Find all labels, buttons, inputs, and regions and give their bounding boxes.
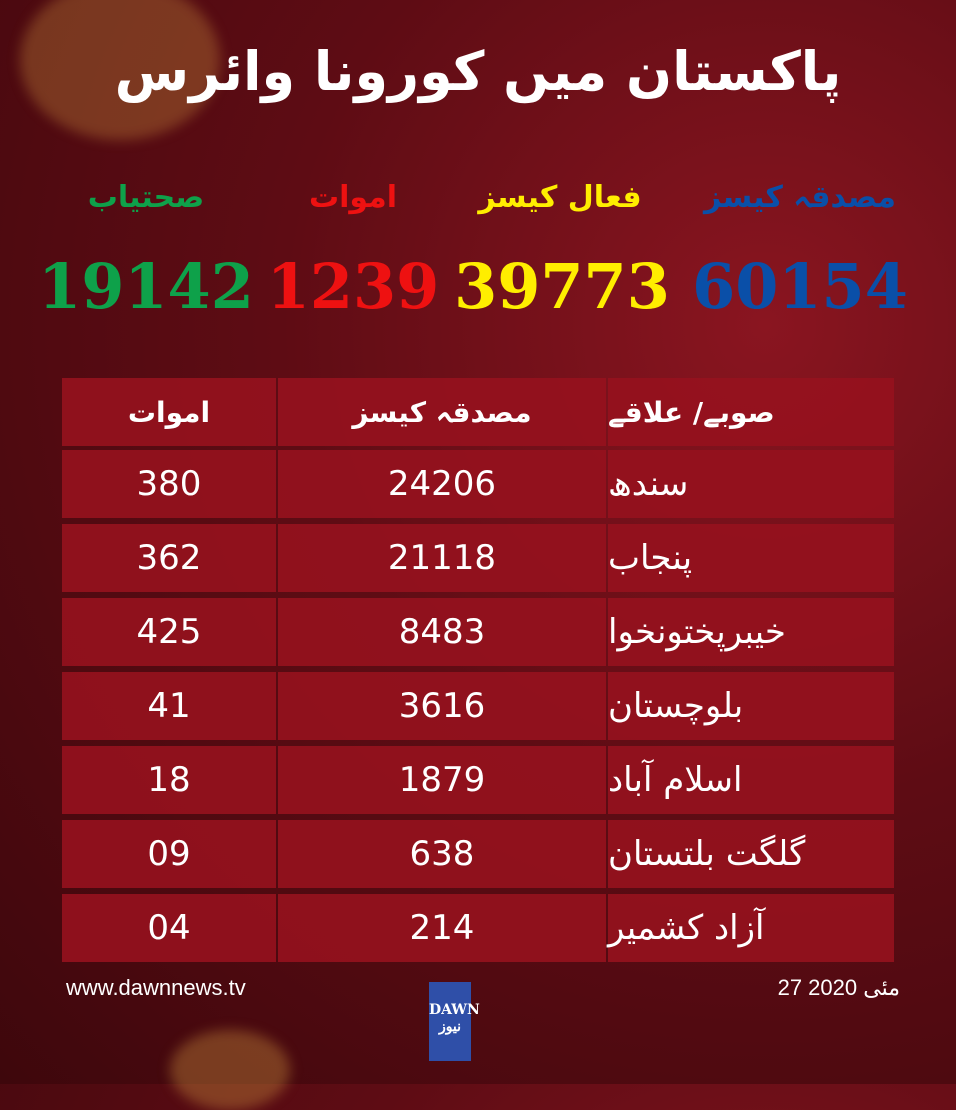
recovered-count: 19142 — [38, 250, 254, 323]
deaths-cell: 380 — [62, 450, 276, 518]
recovered-label: صحتیاب — [87, 180, 205, 215]
deaths-cell: 362 — [62, 524, 276, 592]
region-cell: پنجاب — [608, 524, 894, 592]
deaths-cell: 04 — [62, 894, 276, 962]
deaths-cell: 09 — [62, 820, 276, 888]
website-url: www.dawnnews.tv — [66, 975, 246, 1000]
deaths-label: اموات — [308, 180, 398, 215]
table-row: 362 21118 پنجاب — [62, 524, 894, 592]
region-cell: خیبرپختونخوا — [608, 598, 894, 666]
active-label: فعال کیسز — [478, 180, 642, 215]
table-row: 09 638 گلگت بلتستان — [62, 820, 894, 888]
confirmed-cell: 638 — [278, 820, 606, 888]
deaths-count: 1239 — [266, 250, 440, 323]
confirmed-cell: 21118 — [278, 524, 606, 592]
confirmed-cell: 8483 — [278, 598, 606, 666]
date: 27 مئی 2020 — [777, 975, 900, 1000]
region-cell: اسلام آباد — [608, 746, 894, 814]
confirmed-cell: 214 — [278, 894, 606, 962]
table-header: اموات مصدقہ کیسز صوبے/ علاقے — [62, 378, 894, 446]
confirmed-label: مصدقہ کیسز — [703, 180, 896, 215]
header-region: صوبے/ علاقے — [608, 378, 894, 446]
table-row: 380 24206 سندھ — [62, 450, 894, 518]
confirmed-cell: 1879 — [278, 746, 606, 814]
deaths-cell: 18 — [62, 746, 276, 814]
table-row: 18 1879 اسلام آباد — [62, 746, 894, 814]
deaths-cell: 41 — [62, 672, 276, 740]
confirmed-cell: 24206 — [278, 450, 606, 518]
virus-image — [170, 1030, 290, 1110]
provinces-table: اموات مصدقہ کیسز صوبے/ علاقے 380 24206 سند… — [62, 378, 894, 968]
dawn-news-logo: DAWN نیوز — [429, 982, 480, 1061]
active-count: 39773 — [454, 250, 670, 323]
confirmed-cell: 3616 — [278, 672, 606, 740]
header-deaths: اموات — [62, 378, 276, 446]
region-cell: بلوچستان — [608, 672, 894, 740]
virus-image — [20, 0, 220, 140]
region-cell: سندھ — [608, 450, 894, 518]
table-row: 425 8483 خیبرپختونخوا — [62, 598, 894, 666]
header-confirmed: مصدقہ کیسز — [278, 378, 606, 446]
region-cell: آزاد کشمیر — [608, 894, 894, 962]
page-title: پاکستان میں کورونا وائرس — [114, 40, 842, 103]
deaths-cell: 425 — [62, 598, 276, 666]
table-row: 41 3616 بلوچستان — [62, 672, 894, 740]
confirmed-count: 60154 — [692, 250, 908, 323]
table-row: 04 214 آزاد کشمیر — [62, 894, 894, 962]
region-cell: گلگت بلتستان — [608, 820, 894, 888]
